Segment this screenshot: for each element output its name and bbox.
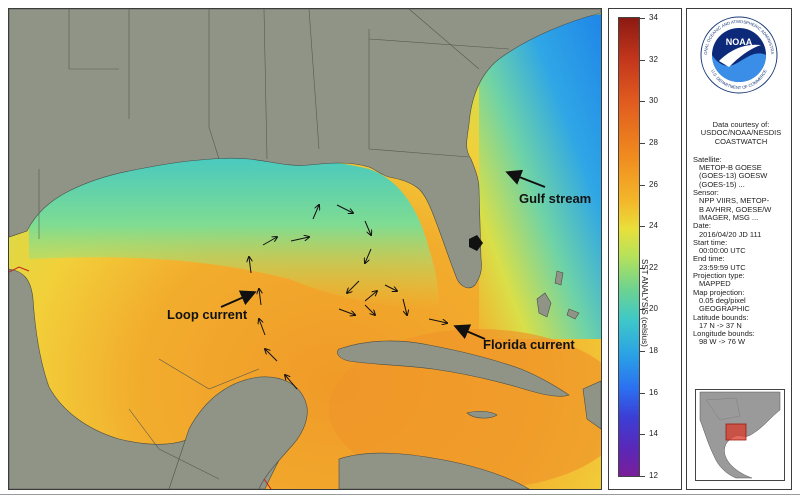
jamaica-land <box>466 410 498 419</box>
us-mexico-border <box>9 266 30 273</box>
locator-map-graphic <box>699 391 781 479</box>
colorbar-axis-label: SST ANALYSIS (celsius) <box>640 259 649 347</box>
info-panel: NOAA NATIONAL OCEANIC AND ATMOSPHERIC AD… <box>686 8 792 490</box>
cuba-land <box>337 340 570 397</box>
yucatan-peninsula <box>168 376 308 489</box>
latitude-bounds-label: Latitude bounds: <box>693 313 749 322</box>
region-box <box>725 423 747 441</box>
courtesy-line-1: Data courtesy of: <box>712 121 770 129</box>
atlantic-water <box>479 14 601 339</box>
caribbean-warm-water <box>329 329 601 489</box>
map-projection-line-1: 0.05 deg/pixel <box>699 296 746 305</box>
date-label: Date: <box>693 222 711 231</box>
start-time-label: Start time: <box>693 238 728 247</box>
colorbar-tick-label: 16 <box>649 387 658 397</box>
colorbar-tick-label: 32 <box>649 54 658 64</box>
latitude-bounds-value: 17 N -> 37 N <box>699 321 742 330</box>
colorbar-tick-mark <box>639 184 645 186</box>
sensor-line-2: B AVHRR, GOESE/W <box>699 205 772 214</box>
date-value: 2016/04/20 JD 111 <box>699 230 762 239</box>
longitude-bounds-label: Longitude bounds: <box>693 330 755 339</box>
colorbar-tick-label: 26 <box>649 179 658 189</box>
northern-shelf-water <box>29 156 439 309</box>
sensor-line-3: IMAGER, MSG ... <box>699 213 759 222</box>
central-america-land <box>338 452 530 489</box>
sst-colorbar-panel: 34 32 30 28 26 24 22 20 18 16 14 12 SST ANALYSIS (c… <box>608 8 682 490</box>
gulf-stream-label: Gulf stream <box>519 191 592 206</box>
sensor-line-1: NPP VIIRS, METOP- <box>699 197 770 206</box>
loop-current-label: Loop current <box>167 307 248 322</box>
satellite-line-3: (GOES-15) ... <box>699 180 745 189</box>
state-borders <box>38 9 510 480</box>
hispaniola-land <box>582 380 601 430</box>
start-time-value: 00:00:00 UTC <box>699 247 746 256</box>
end-time-label: End time: <box>693 255 725 264</box>
colorbar-tick-mark <box>639 226 645 228</box>
map-projection-label: Map projection: <box>693 288 745 297</box>
noaa-logo-icon: NOAA NATIONAL OCEANIC AND ATMOSPHERIC AD… <box>699 15 778 94</box>
lake-okeechobee <box>469 235 483 251</box>
us-outline <box>705 397 741 421</box>
courtesy-line-3: COASTWATCH <box>714 137 768 146</box>
satellite-line-1: METOP-B GOESE <box>699 164 762 173</box>
annotation-arrows <box>220 169 546 340</box>
colorbar-tick-mark <box>639 18 645 19</box>
svg-text:NOAA: NOAA <box>726 37 753 47</box>
courtesy-line-2: USDOC/NOAA/NESDIS <box>700 129 782 138</box>
colorbar-tick-mark <box>639 267 645 269</box>
colorbar-tick-label: 12 <box>649 471 658 480</box>
metadata-text: Data courtesy of: USDOC/NOAA/NESDIS COAS… <box>693 121 789 347</box>
colorbar-tick-label: 34 <box>649 13 658 22</box>
sensor-label: Sensor: <box>693 189 719 198</box>
colorbar-tick-label: 14 <box>649 429 658 439</box>
colorbar-tick-label: 24 <box>649 221 658 231</box>
north-america-land <box>9 9 601 289</box>
loop-current-arrows <box>249 205 447 390</box>
satellite-line-2: (GOES-13) GOESW <box>699 172 768 181</box>
colorbar-tick-mark <box>639 434 645 436</box>
colorbar-tick-label: 18 <box>649 346 658 356</box>
sst-map: Gulf stream Loop current Florida current <box>8 8 602 490</box>
colorbar-tick-label: 30 <box>649 96 658 106</box>
colorbar-tick-mark <box>639 392 645 394</box>
florida-current-label: Florida current <box>483 337 575 352</box>
projection-type-label: Projection type: <box>693 272 745 281</box>
colorbar-tick-mark <box>639 142 645 144</box>
longitude-bounds-value: 98 W -> 76 W <box>699 338 746 347</box>
sst-map-graphic <box>9 9 601 489</box>
bottom-divider <box>0 494 800 495</box>
colorbar-tick-mark <box>639 351 645 353</box>
colorbar-tick-label: 20 <box>649 304 658 314</box>
bahamas-land <box>536 270 580 320</box>
colorbar-tick-mark <box>639 476 645 477</box>
colorbar-tick-mark <box>639 309 645 311</box>
map-projection-line-2: GEOGRAPHIC <box>699 305 750 314</box>
locator-inset-map <box>695 389 785 481</box>
colorbar-tick-label: 22 <box>649 262 658 272</box>
colorbar-tick-mark <box>639 101 645 103</box>
projection-type-value: MAPPED <box>699 280 731 289</box>
sst-colorbar <box>618 17 640 477</box>
colorbar-tick-label: 28 <box>649 137 658 147</box>
colorbar-tick-mark <box>639 59 645 61</box>
end-time-value: 23:59:59 UTC <box>699 263 746 272</box>
mexico-belize-border <box>263 478 272 489</box>
satellite-label: Satellite: <box>693 155 722 164</box>
